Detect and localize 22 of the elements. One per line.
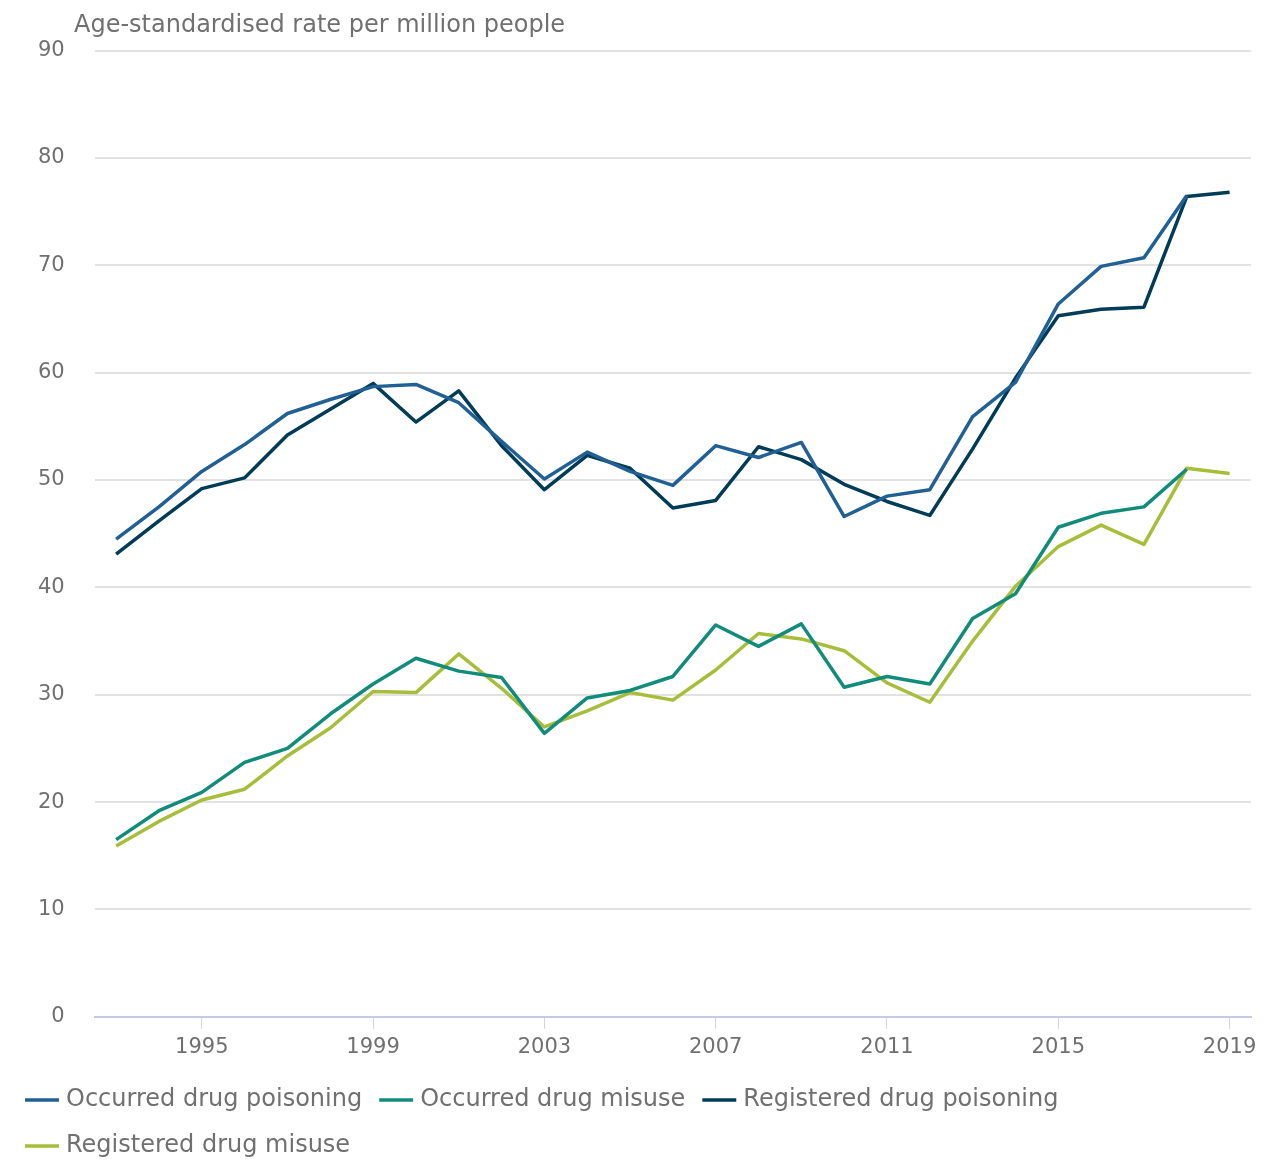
- y-tick-label: 80: [37, 144, 65, 169]
- y-tick-label: 60: [37, 359, 65, 384]
- y-tick-label: 50: [37, 466, 65, 491]
- y-tick-label: 40: [37, 573, 65, 598]
- y-axis-title: Age-standardised rate per million people: [74, 10, 566, 38]
- y-tick-label: 10: [37, 895, 65, 920]
- y-tick-label: 90: [37, 37, 65, 62]
- x-tick-label: 2011: [860, 1033, 914, 1058]
- y-tick-label: 70: [37, 251, 65, 276]
- x-tick-label: 1995: [175, 1033, 229, 1058]
- legend-label: Occurred drug poisoning: [66, 1084, 363, 1113]
- legend-label: Registered drug misuse: [66, 1130, 351, 1159]
- y-tick-label: 20: [37, 788, 65, 813]
- legend-label: Registered drug poisoning: [743, 1084, 1059, 1113]
- y-tick-label: 0: [51, 1003, 65, 1028]
- x-tick-label: 2015: [1031, 1033, 1086, 1058]
- x-tick-label: 1999: [346, 1033, 400, 1058]
- legend-label: Occurred drug misuse: [420, 1084, 686, 1113]
- y-tick-label: 30: [37, 681, 65, 706]
- x-tick-label: 2003: [517, 1033, 572, 1058]
- x-tick-label: 2019: [1202, 1033, 1257, 1058]
- x-tick-label: 2007: [688, 1033, 743, 1058]
